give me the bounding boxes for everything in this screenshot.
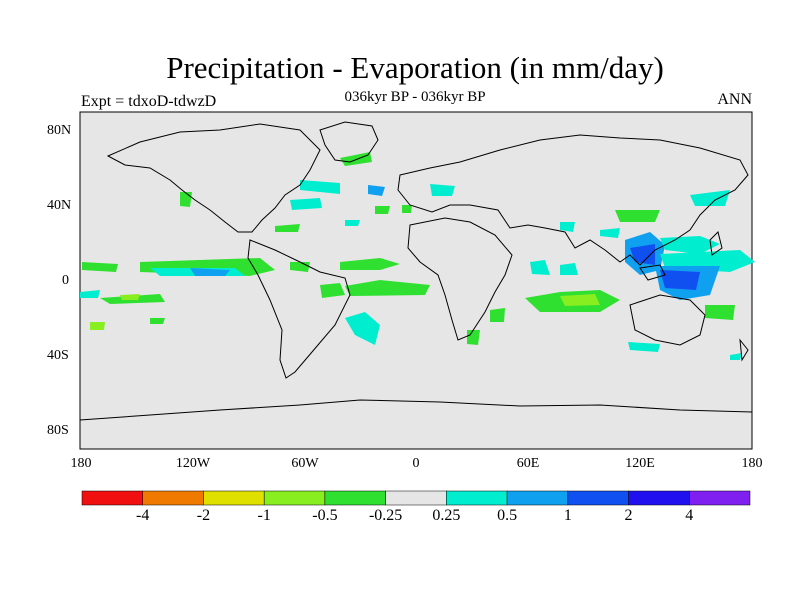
lon-tick-60w: 60W <box>291 456 319 471</box>
colorbar-label: -1 <box>257 507 271 524</box>
colorbar-swatch <box>628 490 690 506</box>
lat-tick-0: 0 <box>62 273 69 288</box>
colorbar-label: 2 <box>624 507 633 524</box>
lon-tick-120e: 120E <box>625 456 655 471</box>
colorbar-label: -0.5 <box>312 507 338 524</box>
colorbar-label: 0.5 <box>497 507 518 524</box>
colorbar-label: 1 <box>563 507 572 524</box>
colorbar-swatch <box>263 490 326 506</box>
lon-tick-180e: 180 <box>741 456 763 471</box>
map-frame <box>79 111 753 450</box>
colorbar-swatch <box>142 490 204 506</box>
colorbar-swatch <box>324 490 386 506</box>
lon-tick-120w: 120W <box>175 456 211 471</box>
colorbar-swatch <box>203 490 265 506</box>
map-title: Precipitation - Evaporation (in mm/day) <box>166 50 664 85</box>
coastlines <box>79 121 753 421</box>
colorbar-label: -4 <box>136 507 150 524</box>
colorbar-swatch <box>689 490 751 506</box>
lon-tick-180w: 180 <box>70 456 92 471</box>
lat-tick-40n: 40N <box>47 198 72 213</box>
colorbar-swatch <box>506 490 569 506</box>
colorbar-swatch <box>385 490 447 506</box>
lat-tick-80n: 80N <box>47 123 72 138</box>
colorbar-label: -2 <box>196 507 211 524</box>
season-label: ANN <box>717 91 752 108</box>
colorbar-label: 4 <box>685 507 694 524</box>
colorbar-swatch <box>81 490 143 506</box>
colorbar-swatch <box>567 490 629 506</box>
lat-tick-80s: 80S <box>47 423 69 438</box>
lon-tick-0: 0 <box>412 456 420 471</box>
lon-tick-60e: 60E <box>516 456 540 471</box>
map-subtitle: 036kyr BP - 036kyr BP <box>344 89 486 105</box>
colorbar-label: 0.25 <box>432 507 461 524</box>
experiment-label: Expt = tdxoD-tdwzD <box>81 93 217 110</box>
colorbar-label: -0.25 <box>368 507 403 524</box>
colorbar-swatch <box>446 490 508 506</box>
lat-tick-40s: 40S <box>47 348 69 363</box>
